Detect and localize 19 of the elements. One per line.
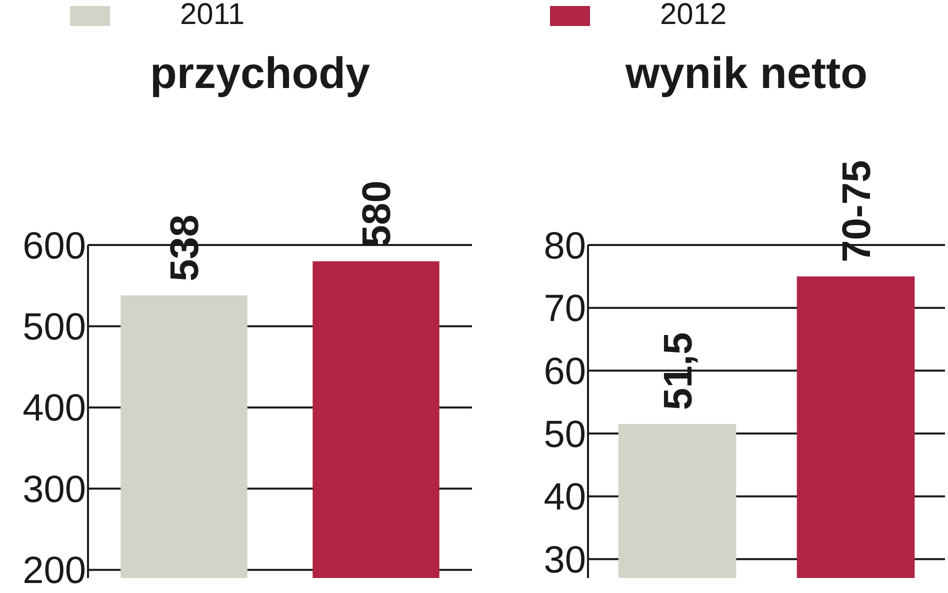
y-tick-label: 30 bbox=[544, 539, 586, 582]
data-label: 70-75 bbox=[834, 160, 879, 262]
data-label: 580 bbox=[355, 180, 399, 248]
y-tick-label: 500 bbox=[22, 306, 86, 349]
y-tick-label: 200 bbox=[22, 550, 86, 592]
data-label: 538 bbox=[163, 214, 207, 282]
chart-title: wynik netto bbox=[624, 49, 868, 98]
data-label: 51,5 bbox=[656, 332, 700, 410]
chart-title: przychody bbox=[150, 49, 371, 98]
legend-label: 2012 bbox=[660, 0, 727, 31]
y-tick-label: 600 bbox=[22, 225, 86, 268]
y-tick-label: 40 bbox=[544, 476, 586, 519]
legend-label: 2011 bbox=[180, 0, 245, 31]
y-tick-label: 300 bbox=[22, 468, 86, 511]
y-tick-label: 80 bbox=[544, 225, 586, 268]
y-tick-label: 50 bbox=[544, 414, 586, 456]
y-tick-label: 70 bbox=[544, 288, 586, 330]
y-tick-label: 400 bbox=[22, 388, 86, 430]
y-tick-label: 60 bbox=[544, 350, 586, 393]
